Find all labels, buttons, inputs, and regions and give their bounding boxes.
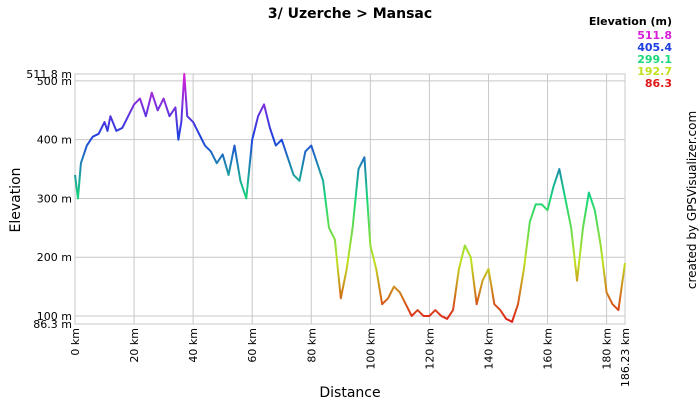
y-tick-label: 300 m: [37, 192, 72, 205]
plot-area: [74, 73, 626, 325]
legend-value: 192.7: [637, 65, 672, 78]
x-tick-label: 180 km: [601, 328, 614, 370]
x-tick-label: 100 km: [364, 328, 377, 370]
legend-value: 299.1: [637, 53, 672, 66]
y-tick-label: 500 m: [37, 75, 72, 88]
x-axis-label: Distance: [319, 385, 380, 400]
x-tick-label: 160 km: [542, 328, 555, 370]
x-tick-label: 0 km: [69, 328, 82, 356]
legend-title: Elevation (m): [589, 15, 672, 28]
x-tick-label: 120 km: [423, 328, 436, 370]
credit: created by GPSVisualizer.com: [685, 111, 699, 289]
y-tick-label: 400 m: [37, 134, 72, 147]
legend-value: 511.8: [637, 29, 672, 42]
chart-title: 3/ Uzerche > Mansac: [268, 6, 432, 22]
elevation-line: [74, 73, 626, 323]
legend-value: 86.3: [645, 77, 672, 90]
y-axis-label: Elevation: [8, 167, 24, 232]
x-tick-label: 60 km: [246, 328, 259, 363]
legend-value: 405.4: [637, 41, 672, 54]
x-tick-label: 20 km: [128, 328, 141, 363]
y-tick-label: 511.8 m: [26, 68, 72, 81]
y-tick-label: 200 m: [37, 251, 72, 264]
x-tick-label: 140 km: [482, 328, 495, 370]
x-tick-label: 186.23 km: [619, 328, 632, 387]
x-tick-label: 40 km: [187, 328, 200, 363]
x-tick-label: 80 km: [305, 328, 318, 363]
y-tick-label: 86.3 m: [33, 318, 72, 331]
y-tick-label: 100 m: [37, 310, 72, 323]
